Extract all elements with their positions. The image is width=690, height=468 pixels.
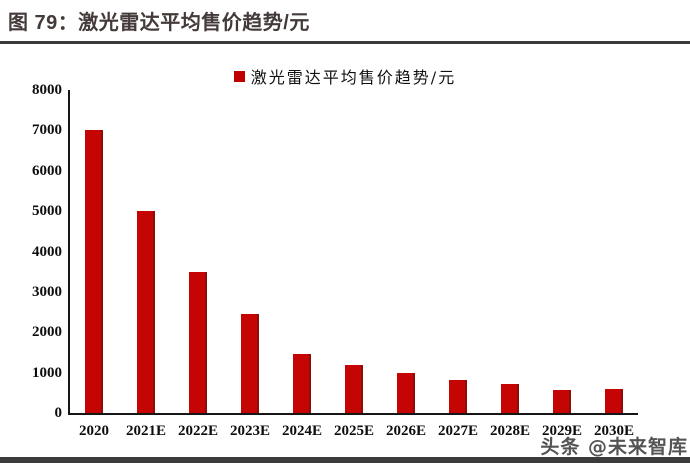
- figure-bottom-rule: [0, 457, 690, 463]
- x-tick-label-2027E: 2027E: [437, 423, 478, 439]
- x-tick-label-2024E: 2024E: [281, 423, 322, 439]
- legend-marker-square: [233, 70, 245, 82]
- figure-title: 图 79：激光雷达平均售价趋势/元: [8, 12, 310, 34]
- chart-legend: 激光雷达平均售价趋势/元: [0, 64, 690, 88]
- x-tick-label-2025E: 2025E: [333, 423, 374, 439]
- x-tick-label-2020: 2020: [79, 423, 109, 439]
- y-tick-label: 3000: [32, 283, 62, 300]
- x-tick-label-2028E: 2028E: [489, 423, 530, 439]
- bar-2025E: [345, 365, 363, 413]
- bar-2029E: [553, 390, 571, 413]
- plot-area: [68, 90, 638, 415]
- x-tick-label-2030E: 2030E: [593, 423, 634, 439]
- x-tick-label-2021E: 2021E: [125, 423, 166, 439]
- x-tick-label-2023E: 2023E: [229, 423, 270, 439]
- y-tick-label: 2000: [32, 324, 62, 341]
- y-tick-label: 7000: [32, 122, 62, 139]
- bar-2026E: [397, 373, 415, 413]
- y-tick-label: 5000: [32, 203, 62, 220]
- x-tick-label-2029E: 2029E: [541, 423, 582, 439]
- bar-2027E: [449, 380, 467, 413]
- legend-label: 激光雷达平均售价趋势/元: [250, 68, 457, 87]
- y-tick-label: 6000: [32, 162, 62, 179]
- title-divider-rule: [0, 41, 690, 44]
- y-tick-label: 8000: [32, 82, 62, 98]
- bar-2024E: [293, 354, 311, 413]
- bar-2023E: [241, 314, 259, 413]
- watermark-text: 头条 @未来智库: [540, 436, 688, 458]
- y-tick-label: 0: [54, 405, 63, 421]
- bar-2020: [85, 130, 103, 413]
- y-tick-label: 4000: [32, 243, 62, 260]
- x-tick-label-2022E: 2022E: [177, 423, 218, 439]
- x-tick-label-2026E: 2026E: [385, 423, 426, 439]
- bar-2030E: [605, 389, 623, 413]
- bar-2022E: [189, 272, 207, 413]
- bar-2021E: [137, 211, 155, 413]
- y-tick-label: 1000: [32, 364, 62, 381]
- bar-2028E: [501, 384, 519, 413]
